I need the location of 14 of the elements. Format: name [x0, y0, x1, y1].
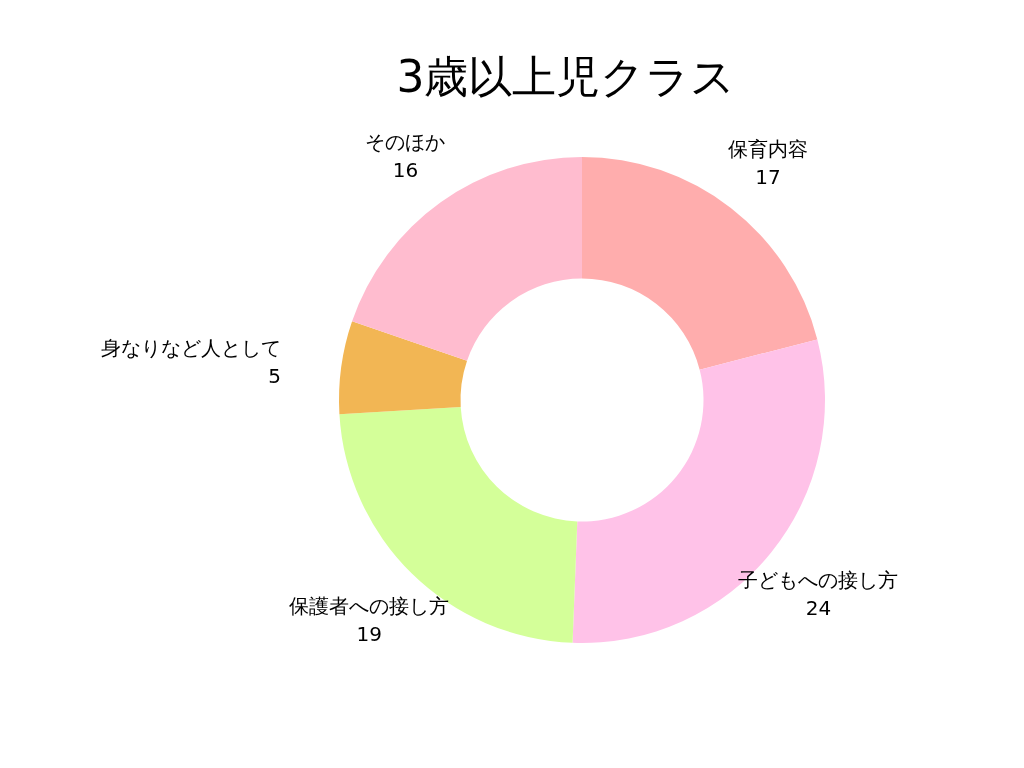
donut-slice — [352, 157, 582, 361]
slice-label: 子どもへの接し方 — [738, 567, 899, 592]
data-label: 17 — [755, 164, 781, 189]
data-label: 5 — [268, 363, 282, 388]
slice-label: 保育内容 — [728, 136, 809, 161]
chart-title: 3歳以上児クラス — [396, 51, 736, 102]
slice-label: 保護者への接し方 — [289, 593, 450, 618]
donut-slice — [339, 321, 468, 415]
slice-label: 身なりなど人として — [101, 335, 282, 360]
data-label: 16 — [392, 157, 419, 182]
data-label: 24 — [805, 595, 832, 620]
donut-slice — [582, 157, 818, 370]
slice-label: そのほか — [365, 129, 446, 154]
data-label: 19 — [356, 621, 383, 646]
